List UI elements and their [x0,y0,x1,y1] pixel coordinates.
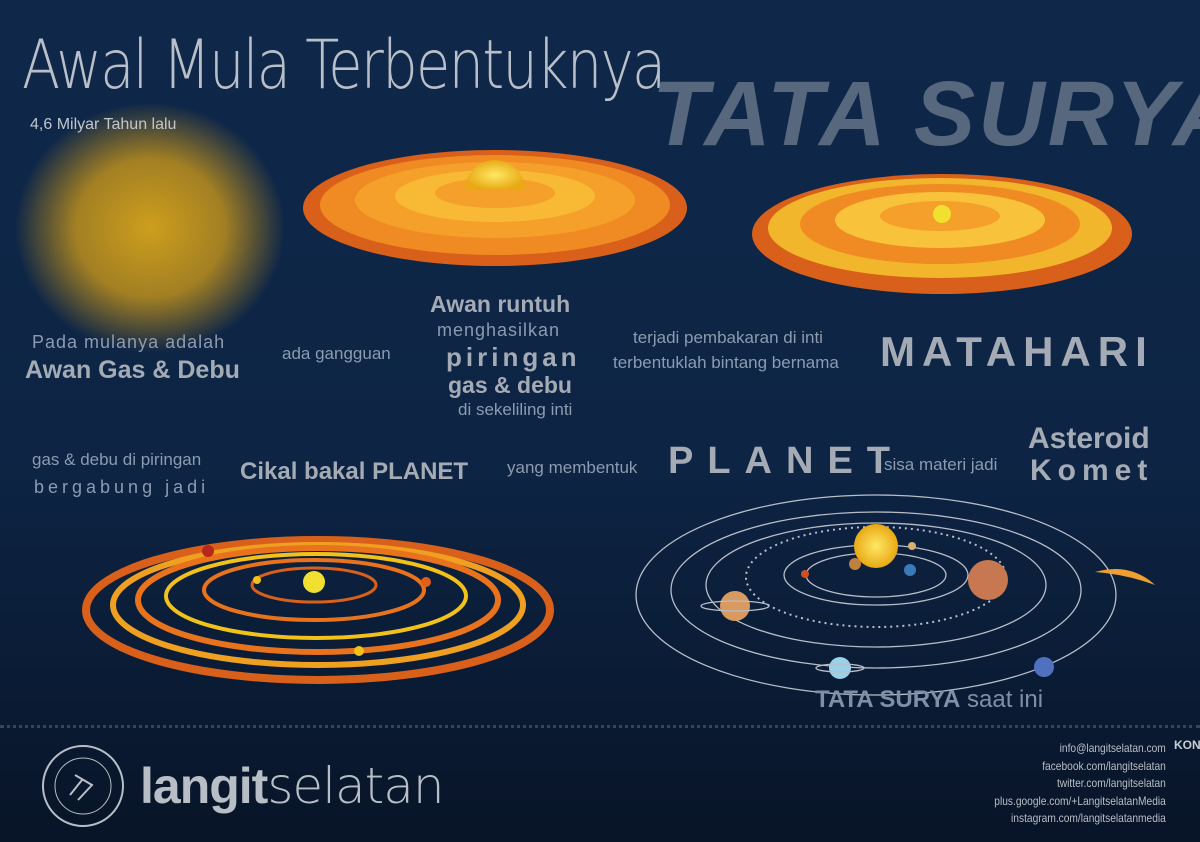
step7-asteroid: Asteroid [1028,422,1150,455]
page-title: Awal Mula Terbentuknya [22,26,666,105]
step5-text-2: bergabung jadi [34,477,210,497]
step5-text: gas & debu di piringan [32,450,202,469]
step6-text: yang membentuk [507,458,638,477]
contact-facebook[interactable]: facebook.com/langitselatan [1042,758,1166,773]
step8-emphasis: TATA SURYA [815,686,961,713]
step4-text: terjadi pembakaran di inti [633,328,823,347]
contact-email[interactable]: info@langitselatan.com [1059,741,1166,755]
contact-label: KONTAK [1174,738,1200,752]
protoplanetary-disk [82,536,554,684]
subtitle: 4,6 Milyar Tahun lalu [30,116,177,133]
step3-emphasis: piringan [446,342,581,372]
brand-light: selatan [267,757,444,815]
collapse-disk [303,150,687,266]
step7-komet: Komet [1030,454,1154,487]
contact-google-plus[interactable]: plus.google.com/+LangitselatanMedia [994,793,1166,808]
step6-emphasis: PLANET [668,440,904,482]
step3-heading: Awan runtuh [430,291,571,317]
gas-cloud [15,103,285,353]
contact-instagram[interactable]: instagram.com/langitselatanmedia [1011,811,1166,825]
divider [0,725,1200,728]
step7-text: sisa materi jadi [884,455,998,474]
page-title-emphasis: TATA SURYA [652,63,1200,165]
step2-text: ada gangguan [282,344,391,363]
step8-text: saat ini [967,686,1044,713]
step3-emphasis-2: gas & debu [448,372,572,398]
solar-system [635,494,1155,696]
step1-heading: Awan Gas & Debu [25,356,240,384]
contact-list: info@langitselatan.com facebook.com/lang… [994,740,1166,828]
step5-emphasis: Cikal bakal PLANET [240,458,469,485]
step4-emphasis: MATAHARI [880,328,1154,375]
logo [42,745,124,827]
step3-text-2: di sekeliling inti [458,400,573,419]
sun-disk [752,174,1132,294]
brand-bold: langit [140,758,268,814]
step1-text: Pada mulanya adalah [32,332,226,352]
step3-text: menghasilkan [437,320,561,340]
step4-text-2: terbentuklah bintang bernama [613,353,839,372]
contact-twitter[interactable]: twitter.com/langitselatan [1057,776,1166,790]
